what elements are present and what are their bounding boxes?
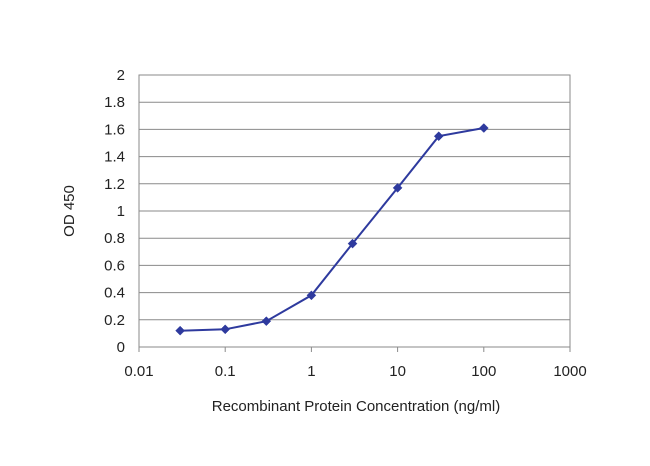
data-point-marker bbox=[306, 290, 317, 301]
y-tick-label: 2 bbox=[117, 67, 125, 84]
y-tick-label: 0 bbox=[117, 339, 125, 356]
x-tick-label: 1 bbox=[307, 363, 315, 380]
x-tick-label: 0.01 bbox=[124, 363, 153, 380]
data-point-marker bbox=[261, 316, 272, 327]
data-point-marker bbox=[220, 324, 231, 335]
y-tick-label: 0.6 bbox=[104, 257, 125, 274]
y-tick-label: 0.2 bbox=[104, 312, 125, 329]
x-tick-labels: 0.01 0.1 1 10 100 1000 bbox=[124, 363, 586, 380]
data-point-marker bbox=[175, 325, 185, 336]
series-line bbox=[180, 127, 484, 332]
grid-lines bbox=[139, 101, 570, 321]
x-tick-label: 10 bbox=[389, 363, 406, 380]
y-tick-label: 1.4 bbox=[104, 149, 125, 166]
plot-area-frame bbox=[138, 74, 571, 348]
data-point-marker bbox=[433, 131, 444, 142]
series-layer bbox=[175, 123, 489, 336]
x-tick-marks bbox=[138, 347, 571, 352]
y-axis-title: OD 450 bbox=[61, 185, 78, 237]
y-tick-labels: 0 0.2 0.4 0.6 0.8 1 1.2 1.4 1.6 1.8 2 bbox=[104, 67, 125, 356]
x-tick-label: 0.1 bbox=[215, 363, 236, 380]
y-tick-label: 0.8 bbox=[104, 230, 125, 247]
data-point-marker bbox=[347, 238, 358, 249]
data-point-marker bbox=[392, 183, 403, 193]
x-tick-label: 100 bbox=[471, 363, 496, 380]
data-point-marker bbox=[478, 123, 489, 133]
x-tick-label: 1000 bbox=[553, 363, 586, 380]
y-tick-label: 1 bbox=[117, 203, 125, 220]
y-tick-label: 1.6 bbox=[104, 121, 125, 138]
y-tick-label: 0.4 bbox=[104, 285, 125, 302]
y-tick-label: 1.2 bbox=[104, 176, 125, 193]
x-axis-title: Recombinant Protein Concentration (ng/ml… bbox=[212, 398, 500, 415]
y-tick-label: 1.8 bbox=[104, 94, 125, 111]
